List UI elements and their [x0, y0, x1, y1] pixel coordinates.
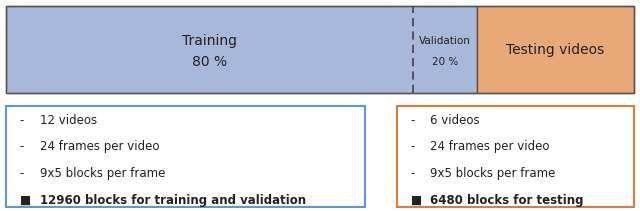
Bar: [397, 106, 634, 207]
Text: ■: ■: [411, 194, 426, 207]
Text: 12960 blocks for training and validation: 12960 blocks for training and validation: [40, 194, 306, 207]
Text: -: -: [20, 114, 29, 127]
Text: 24 frames per video: 24 frames per video: [40, 141, 159, 153]
Text: 6480 blocks for testing: 6480 blocks for testing: [430, 194, 584, 207]
Text: -: -: [411, 114, 419, 127]
Text: -: -: [411, 167, 419, 180]
Text: Testing videos: Testing videos: [506, 43, 604, 57]
Text: -: -: [20, 167, 29, 180]
Bar: [6, 106, 365, 207]
Text: ■: ■: [20, 194, 36, 207]
Text: Validation: Validation: [419, 36, 471, 46]
Bar: [6, 6, 477, 93]
Text: 9x5 blocks per frame: 9x5 blocks per frame: [40, 167, 165, 180]
Text: -: -: [20, 141, 29, 153]
Text: 80 %: 80 %: [192, 55, 227, 69]
Text: Training: Training: [182, 34, 237, 48]
Text: 6 videos: 6 videos: [430, 114, 480, 127]
Bar: [6, 6, 634, 93]
Text: -: -: [411, 141, 419, 153]
Text: 12 videos: 12 videos: [40, 114, 97, 127]
Text: 20 %: 20 %: [432, 57, 458, 67]
Text: 9x5 blocks per frame: 9x5 blocks per frame: [430, 167, 556, 180]
Text: 24 frames per video: 24 frames per video: [430, 141, 550, 153]
Bar: [477, 6, 634, 93]
